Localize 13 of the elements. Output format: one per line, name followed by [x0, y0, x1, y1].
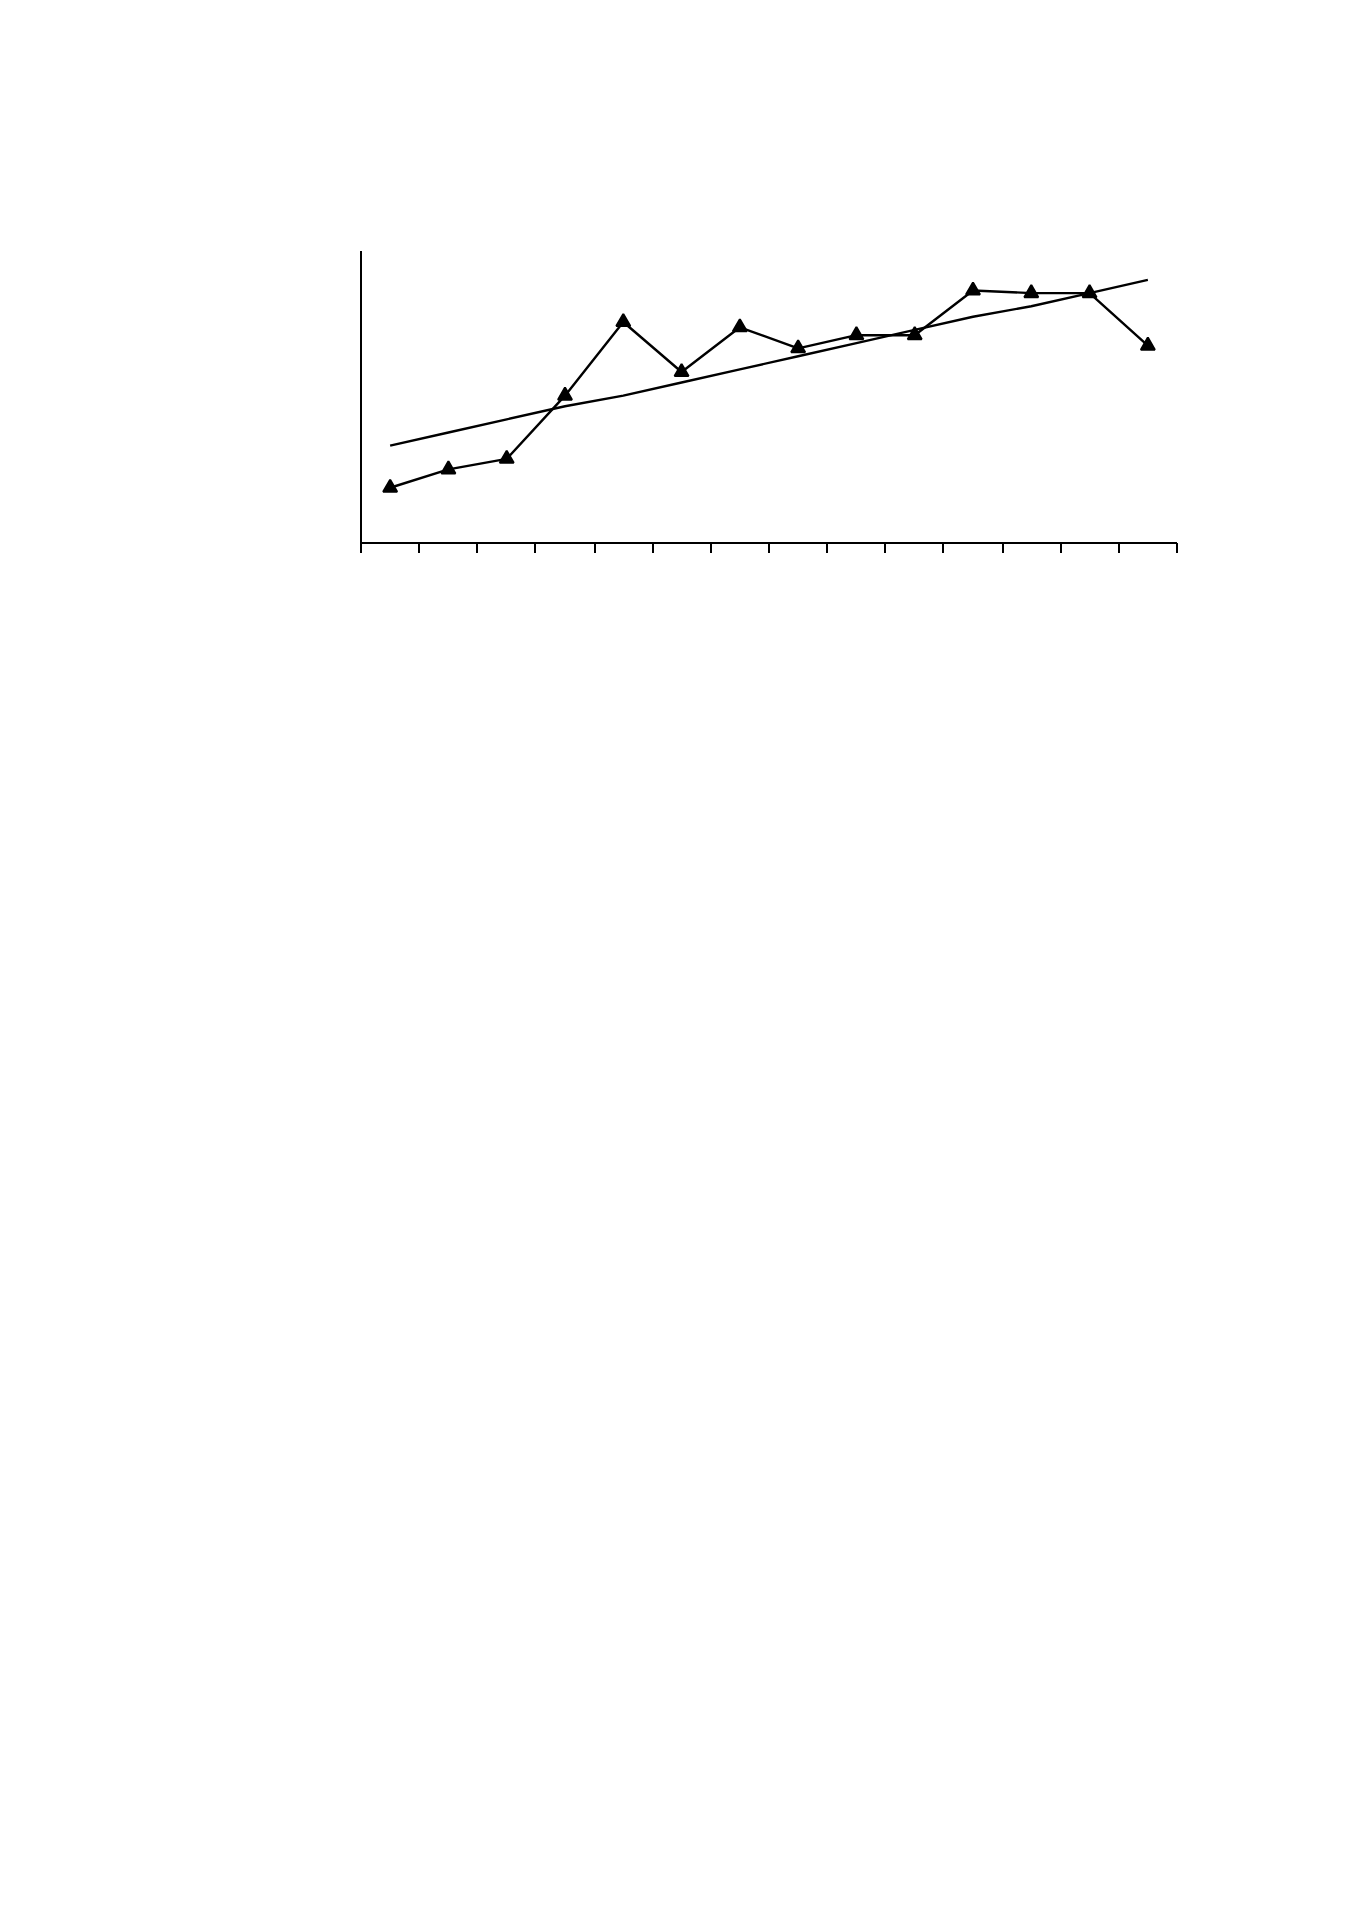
point — [440, 460, 457, 475]
point — [615, 312, 632, 328]
point — [557, 386, 573, 401]
point — [498, 449, 515, 464]
point — [382, 478, 399, 493]
point — [848, 326, 865, 341]
point — [965, 281, 981, 296]
point — [790, 339, 807, 354]
point — [673, 362, 690, 378]
point — [731, 318, 748, 333]
point — [1023, 284, 1040, 299]
point — [1139, 336, 1156, 351]
point — [906, 326, 923, 341]
